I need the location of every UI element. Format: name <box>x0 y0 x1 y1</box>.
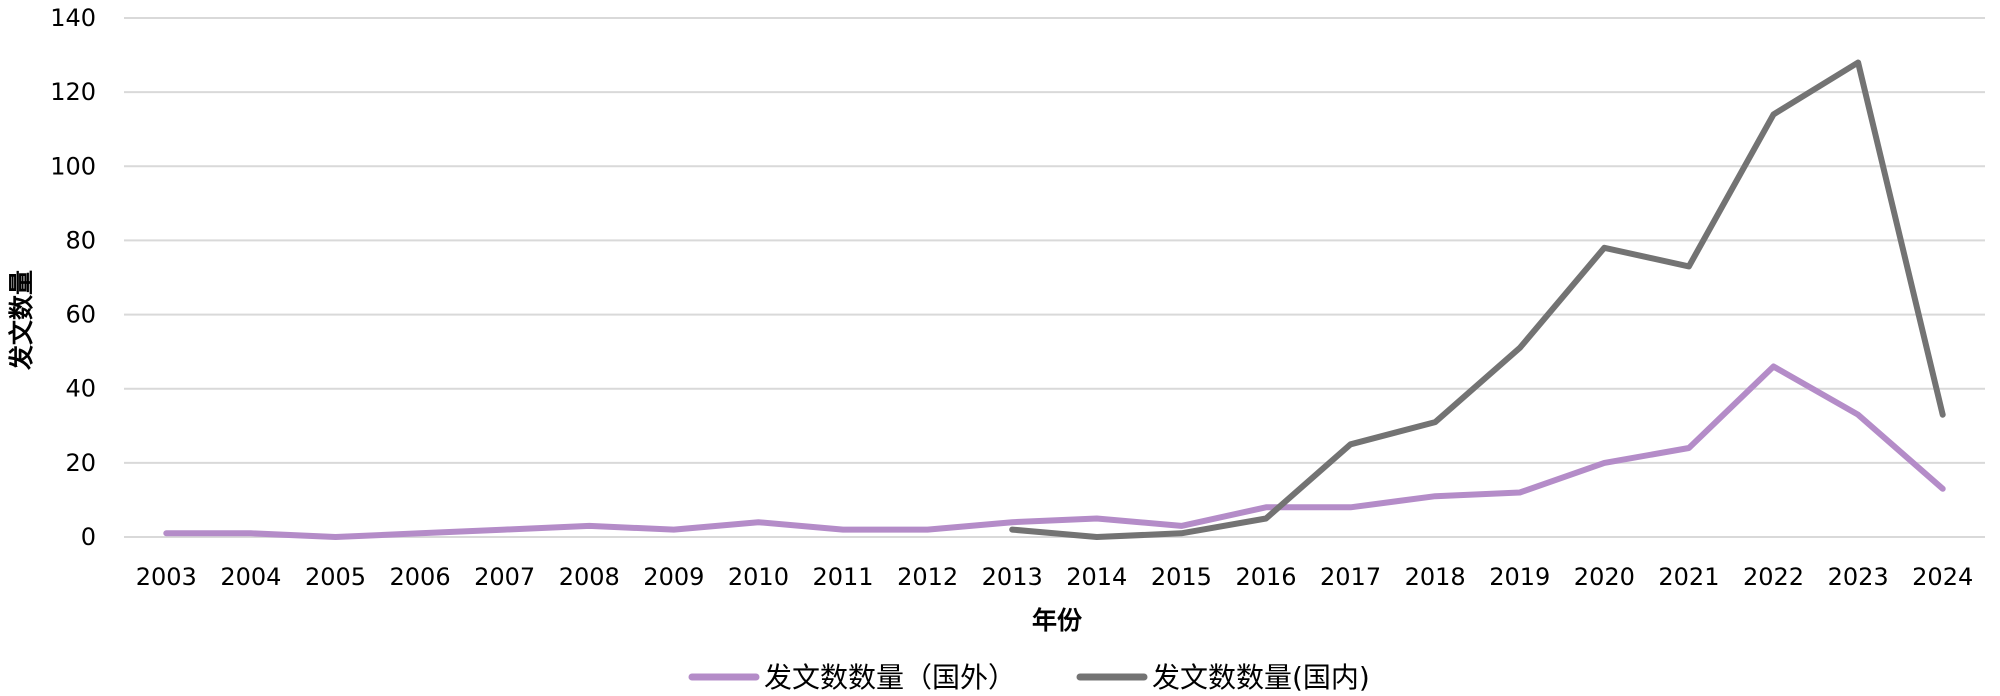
data-point <box>1603 462 1605 464</box>
y-axis-ticks: 0 20 40 60 80 100 120 140 <box>50 4 96 551</box>
x-tick-label: 2013 <box>982 563 1043 591</box>
data-point <box>1688 447 1690 449</box>
x-axis-ticks: 2003 2004 2005 2006 2007 2008 2009 2010 2011 2012… <box>136 563 1973 591</box>
data-point <box>842 529 844 531</box>
data-point <box>1688 265 1690 267</box>
series-line <box>163 363 1946 540</box>
y-tick-label: 140 <box>50 4 96 32</box>
data-point <box>1350 506 1352 508</box>
series-1 <box>163 363 1946 540</box>
data-point <box>419 532 421 534</box>
y-tick-label: 40 <box>65 375 96 403</box>
data-point <box>1096 517 1098 519</box>
x-tick-label: 2018 <box>1405 563 1466 591</box>
y-tick-label: 20 <box>65 449 96 477</box>
x-tick-label: 2021 <box>1658 563 1719 591</box>
data-point <box>504 529 506 531</box>
series-2 <box>1009 59 1946 540</box>
data-point <box>1773 365 1775 367</box>
data-point <box>1434 495 1436 497</box>
legend-label: 发文数数量（国外） <box>764 661 1016 694</box>
x-tick-label: 2023 <box>1828 563 1889 591</box>
x-axis-title: 年份 <box>1032 606 1082 635</box>
y-tick-label: 0 <box>81 523 96 551</box>
x-tick-label: 2012 <box>897 563 958 591</box>
y-tick-label: 60 <box>65 301 96 329</box>
data-point <box>1857 414 1859 416</box>
x-tick-label: 2011 <box>812 563 873 591</box>
x-tick-label: 2016 <box>1235 563 1296 591</box>
legend: 发文数数量（国外） 发文数数量(国内) <box>688 661 1370 694</box>
x-tick-label: 2015 <box>1151 563 1212 591</box>
data-point <box>334 536 336 538</box>
x-tick-label: 2004 <box>220 563 281 591</box>
data-point <box>1011 521 1013 523</box>
data-point <box>1265 517 1267 519</box>
data-point <box>1350 443 1352 445</box>
data-point <box>1011 529 1013 531</box>
y-tick-label: 100 <box>50 152 96 180</box>
y-tick-label: 80 <box>65 226 96 254</box>
x-tick-label: 2008 <box>559 563 620 591</box>
x-tick-label: 2019 <box>1489 563 1550 591</box>
y-tick-label: 120 <box>50 78 96 106</box>
data-point <box>588 525 590 527</box>
x-tick-label: 2009 <box>643 563 704 591</box>
x-tick-label: 2006 <box>390 563 451 591</box>
data-point <box>1942 488 1944 490</box>
x-tick-label: 2022 <box>1743 563 1804 591</box>
series-lines <box>163 59 1946 540</box>
data-point <box>250 532 252 534</box>
x-tick-label: 2020 <box>1574 563 1635 591</box>
x-tick-label: 2003 <box>136 563 197 591</box>
x-tick-label: 2007 <box>474 563 535 591</box>
x-tick-label: 2010 <box>728 563 789 591</box>
x-tick-label: 2024 <box>1912 563 1973 591</box>
data-point <box>1519 347 1521 349</box>
data-point <box>1942 414 1944 416</box>
y-axis-title: 发文数量 <box>7 270 36 371</box>
data-point <box>1434 421 1436 423</box>
data-point <box>1773 113 1775 115</box>
data-point <box>165 532 167 534</box>
data-point <box>1096 536 1098 538</box>
data-point <box>1265 506 1267 508</box>
x-tick-label: 2017 <box>1320 563 1381 591</box>
series-line <box>1009 59 1946 540</box>
data-point <box>1519 492 1521 494</box>
legend-label: 发文数数量(国内) <box>1152 661 1370 694</box>
gridlines <box>124 17 1985 538</box>
data-point <box>1180 525 1182 527</box>
x-tick-label: 2014 <box>1066 563 1127 591</box>
data-point <box>1180 532 1182 534</box>
data-point <box>1603 247 1605 249</box>
data-point <box>927 529 929 531</box>
data-point <box>1857 61 1859 63</box>
data-point <box>673 529 675 531</box>
x-tick-label: 2005 <box>305 563 366 591</box>
data-point <box>757 521 759 523</box>
